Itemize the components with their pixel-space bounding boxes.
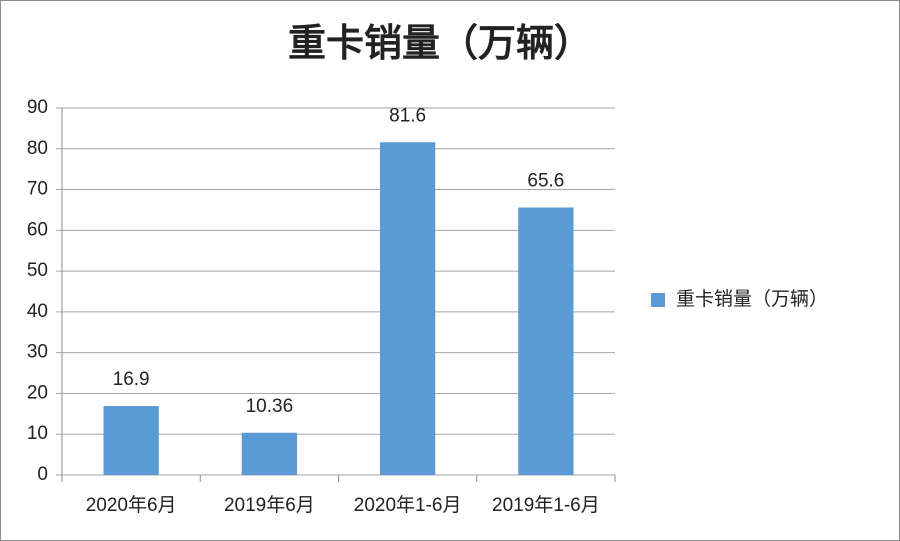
y-tick-label: 20 (27, 382, 48, 403)
x-tick-label: 2020年6月 (86, 494, 177, 516)
chart-title: 重卡销量（万辆） (288, 23, 592, 65)
x-tick-label: 2020年1-6月 (354, 494, 462, 516)
y-tick-label: 0 (37, 464, 48, 485)
bar (518, 207, 574, 475)
x-tick-label: 2019年1-6月 (492, 494, 600, 516)
x-tick-label: 2019年6月 (224, 494, 315, 516)
y-tick-label: 10 (27, 423, 48, 444)
value-label: 10.36 (246, 396, 294, 417)
y-tick-label: 80 (27, 138, 48, 159)
y-tick-label: 50 (27, 260, 48, 281)
y-tick-label: 90 (27, 97, 48, 118)
value-label: 16.9 (113, 369, 150, 390)
y-tick-label: 30 (27, 342, 48, 363)
legend-swatch (651, 293, 665, 307)
bar (241, 432, 298, 475)
y-tick-label: 40 (27, 301, 48, 322)
bar (103, 406, 159, 475)
value-label: 81.6 (389, 105, 426, 126)
bar (379, 142, 436, 475)
y-tick-label: 60 (27, 219, 48, 240)
legend-label: 重卡销量（万辆） (676, 288, 828, 310)
y-tick-label: 70 (27, 179, 48, 200)
value-label: 65.6 (527, 171, 564, 192)
